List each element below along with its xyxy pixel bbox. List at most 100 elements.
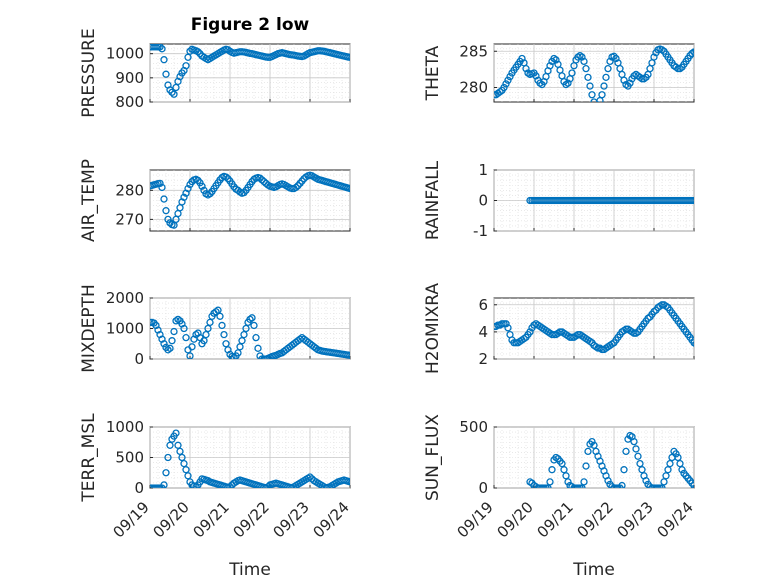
series-points bbox=[150, 306, 361, 360]
data-point bbox=[697, 198, 703, 204]
data-point bbox=[306, 473, 314, 481]
data-point bbox=[727, 198, 733, 204]
data-point bbox=[353, 481, 359, 487]
y-tick-label: 0 bbox=[134, 350, 144, 368]
data-point bbox=[666, 459, 674, 468]
data-point bbox=[690, 481, 694, 488]
data-point bbox=[182, 333, 190, 342]
data-point bbox=[699, 198, 705, 204]
data-point bbox=[226, 483, 234, 488]
y-axis-label: THETA bbox=[423, 45, 443, 101]
y-tick-label: 1000 bbox=[106, 320, 144, 338]
data-point bbox=[560, 466, 568, 474]
data-point bbox=[713, 485, 719, 491]
data-point bbox=[168, 337, 176, 345]
subplot-mixdepth: 0 1000 2000 MIXDEPTH bbox=[79, 284, 361, 373]
data-point bbox=[180, 193, 188, 201]
data-point bbox=[204, 324, 212, 333]
data-point bbox=[717, 485, 723, 491]
data-point bbox=[355, 354, 361, 360]
data-point bbox=[558, 459, 566, 468]
data-point bbox=[162, 207, 170, 215]
data-point bbox=[606, 57, 614, 66]
data-point bbox=[548, 466, 556, 474]
data-point bbox=[713, 198, 719, 204]
data-point bbox=[701, 485, 707, 491]
data-point bbox=[690, 196, 694, 205]
data-point bbox=[688, 479, 694, 487]
data-point bbox=[351, 54, 357, 60]
data-point bbox=[697, 485, 703, 491]
x-tick-label: 09/20 bbox=[494, 498, 537, 541]
data-point bbox=[162, 469, 170, 477]
data-point bbox=[544, 484, 552, 488]
data-point bbox=[194, 48, 202, 56]
data-point bbox=[532, 72, 540, 80]
data-point bbox=[664, 466, 672, 474]
data-point bbox=[660, 478, 668, 486]
data-point bbox=[618, 481, 626, 488]
data-point bbox=[690, 48, 694, 56]
data-point bbox=[346, 53, 350, 61]
y-axis-label: MIXDEPTH bbox=[79, 284, 99, 373]
data-point bbox=[719, 485, 725, 491]
data-point bbox=[590, 441, 598, 449]
data-point bbox=[248, 314, 256, 322]
data-point bbox=[688, 336, 694, 344]
data-point bbox=[662, 472, 670, 480]
y-tick-label: 2 bbox=[478, 350, 488, 368]
data-point bbox=[238, 337, 246, 345]
data-point bbox=[692, 48, 694, 55]
data-point bbox=[176, 447, 184, 456]
data-point bbox=[725, 198, 731, 204]
figure-title: Figure 2 low bbox=[191, 15, 310, 35]
data-point bbox=[709, 198, 715, 204]
data-point bbox=[578, 53, 586, 61]
data-point bbox=[586, 82, 594, 90]
data-point bbox=[733, 198, 739, 204]
data-point bbox=[502, 320, 510, 328]
data-point bbox=[717, 198, 723, 204]
data-point bbox=[160, 481, 168, 488]
x-tick-label: 09/20 bbox=[150, 498, 193, 541]
y-axis-label: AIR_TEMP bbox=[79, 159, 99, 242]
data-point bbox=[166, 344, 174, 352]
y-tick-label: 270 bbox=[115, 210, 144, 228]
data-point bbox=[160, 56, 168, 64]
data-point bbox=[228, 352, 236, 359]
y-tick-label: 500 bbox=[459, 418, 488, 436]
data-point bbox=[636, 459, 644, 468]
data-point bbox=[351, 353, 357, 359]
data-point bbox=[678, 466, 686, 474]
data-point bbox=[632, 445, 640, 453]
data-point bbox=[162, 70, 170, 78]
data-point bbox=[186, 352, 194, 359]
y-tick-label: 4 bbox=[478, 323, 488, 341]
data-point bbox=[160, 195, 168, 203]
y-tick-label: 280 bbox=[459, 79, 488, 97]
data-point bbox=[612, 54, 620, 63]
data-point bbox=[158, 183, 166, 192]
series-points bbox=[494, 301, 694, 354]
data-point bbox=[582, 65, 590, 73]
data-point bbox=[602, 73, 610, 81]
data-point bbox=[351, 480, 357, 486]
data-point bbox=[711, 198, 717, 204]
data-point bbox=[695, 50, 701, 56]
data-point bbox=[504, 324, 512, 332]
data-point bbox=[638, 466, 646, 474]
data-point bbox=[578, 484, 586, 488]
data-point bbox=[701, 198, 707, 204]
series-points bbox=[526, 196, 739, 205]
data-point bbox=[355, 481, 361, 487]
data-point bbox=[582, 462, 590, 470]
data-point bbox=[160, 340, 168, 348]
y-axis-label: PRESSURE bbox=[79, 28, 99, 117]
data-point bbox=[174, 441, 182, 449]
data-point bbox=[202, 330, 210, 339]
data-point bbox=[610, 52, 618, 60]
data-point bbox=[182, 62, 190, 70]
data-point bbox=[164, 453, 172, 462]
data-point bbox=[588, 437, 596, 446]
